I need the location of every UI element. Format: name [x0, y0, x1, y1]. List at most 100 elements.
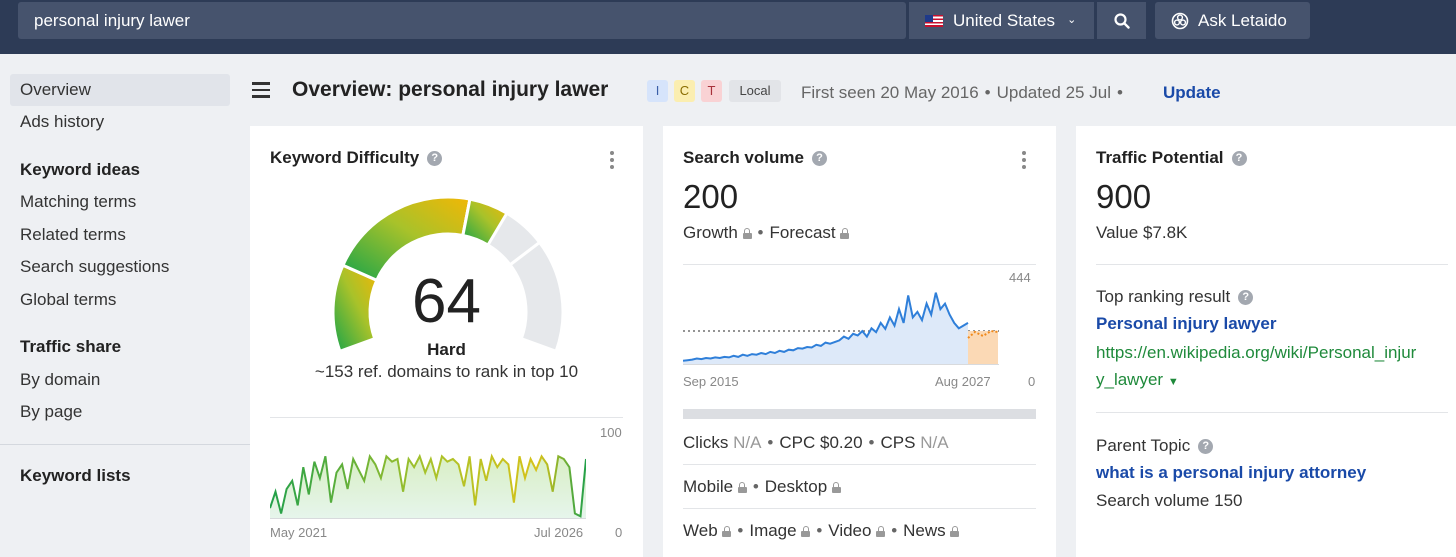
parent-topic-volume: Search volume 150	[1096, 491, 1243, 510]
sidebar-item-keyword-lists[interactable]: Keyword lists	[20, 466, 131, 485]
updated-date: Updated 25 Jul	[996, 83, 1111, 102]
sv-growth-forecast: Growth • Forecast	[683, 223, 850, 243]
help-icon[interactable]: ?	[1238, 289, 1254, 305]
clicks-value: N/A	[733, 433, 762, 452]
parent-topic-label-text: Parent Topic	[1096, 436, 1191, 455]
intent-badge-commercial: C	[674, 80, 695, 102]
sv-row-divider	[683, 508, 1036, 509]
country-select[interactable]: United States ⌄	[909, 2, 1094, 39]
sv-history-chart	[683, 292, 999, 364]
sidebar: Overview Ads history Keyword ideas Match…	[0, 54, 250, 557]
sidebar-divider	[0, 444, 250, 445]
kd-label: Hard	[427, 340, 466, 359]
sidebar-item-ads-history[interactable]: Ads history	[20, 112, 105, 131]
kd-chart-end: Jul 2026	[534, 525, 584, 540]
more-options-icon[interactable]	[610, 151, 614, 169]
lock-icon	[840, 228, 850, 239]
cps-value: N/A	[920, 433, 949, 452]
lock-icon	[831, 482, 841, 493]
sv-scrollbar[interactable]	[683, 409, 1036, 419]
sidebar-item-by-domain[interactable]: By domain	[20, 370, 101, 389]
intent-badge-transactional: T	[701, 80, 722, 102]
first-seen-date: First seen 20 May 2016	[801, 83, 979, 102]
kd-history-line	[270, 453, 586, 518]
traffic-potential-card: Traffic Potential ? 900 Value $7.8K Top …	[1076, 126, 1456, 557]
cpc-value: CPC $0.20	[779, 433, 863, 452]
kd-chart-baseline	[270, 518, 586, 519]
sv-history-area	[683, 292, 968, 364]
sv-chart-baseline	[683, 364, 999, 365]
tp-title: Traffic Potential ?	[1096, 148, 1247, 168]
parent-topic-link[interactable]: what is a personal injury attorney	[1096, 463, 1367, 482]
kd-chart-ymax: 100	[600, 425, 622, 440]
top-result-url-line1[interactable]: https://en.wikipedia.org/wiki/Personal_i…	[1096, 343, 1417, 362]
sv-title-text: Search volume	[683, 148, 804, 167]
parent-topic-label: Parent Topic ?	[1096, 436, 1214, 456]
page-title: Overview: personal injury lawer	[292, 78, 609, 101]
top-result-url-line2[interactable]: y_lawyer ▼	[1096, 370, 1179, 390]
sv-chart-end: Aug 2027	[935, 374, 991, 389]
keyword-difficulty-card: Keyword Difficulty ? 64 Hard ~153 ref. d…	[250, 126, 643, 557]
kd-chart-ymin: 0	[615, 525, 623, 540]
lock-icon	[737, 482, 747, 493]
us-flag-icon	[925, 14, 943, 27]
kd-title: Keyword Difficulty ?	[270, 148, 443, 168]
sv-clicks-row: Clicks N/A • CPC $0.20 • CPS N/A	[683, 433, 949, 452]
first-seen-text: First seen 20 May 2016 • Updated 25 Jul •	[801, 83, 1123, 102]
help-icon[interactable]: ?	[427, 150, 443, 166]
kd-chart-start: May 2021	[270, 525, 328, 540]
top-bar: personal injury lawer United States ⌄ As…	[0, 0, 1456, 54]
country-label: United States	[953, 11, 1056, 30]
help-icon[interactable]: ?	[1231, 150, 1247, 166]
kd-title-text: Keyword Difficulty	[270, 148, 420, 167]
top-result-title-link[interactable]: Personal injury lawyer	[1096, 314, 1277, 333]
caret-down-icon[interactable]: ▼	[1167, 376, 1179, 388]
search-icon	[1113, 12, 1130, 29]
top-result-label: Top ranking result ?	[1096, 287, 1254, 307]
sv-forecast-area	[968, 331, 998, 364]
tp-value: 900	[1096, 178, 1152, 215]
sv-history-line	[683, 292, 969, 362]
ask-ai-button[interactable]: Ask Letaido	[1155, 2, 1310, 39]
help-icon[interactable]: ?	[811, 150, 827, 166]
sidebar-item-search-suggestions[interactable]: Search suggestions	[20, 257, 170, 276]
kd-gauge	[331, 195, 565, 354]
kd-score: 64	[412, 267, 481, 336]
intent-badge-local: Local	[729, 80, 781, 102]
forecast-label: Forecast	[769, 223, 836, 242]
sv-chart-ymax: 444	[1009, 270, 1031, 285]
desktop-label: Desktop	[764, 477, 828, 496]
sidebar-item-matching-terms[interactable]: Matching terms	[20, 192, 137, 211]
sv-title: Search volume ?	[683, 148, 827, 168]
sv-row-divider	[683, 464, 1036, 465]
sv-chart-top-line	[683, 264, 1036, 265]
lock-icon	[950, 526, 960, 537]
sv-device-row: Mobile • Desktop	[683, 477, 841, 497]
sidebar-item-by-page[interactable]: By page	[20, 402, 83, 421]
sv-serp-type-row: Web • Image • Video • News	[683, 521, 960, 541]
sidebar-heading-keyword-ideas: Keyword ideas	[20, 160, 140, 179]
hamburger-menu-icon[interactable]	[252, 82, 270, 98]
gauge-segment	[508, 240, 565, 354]
search-volume-card: Search volume ? 200 Growth • Forecast 444…	[663, 126, 1056, 557]
help-icon[interactable]: ?	[1198, 438, 1214, 454]
more-options-icon[interactable]	[1022, 151, 1026, 169]
sidebar-item-overview[interactable]: Overview	[10, 74, 230, 106]
search-input[interactable]: personal injury lawer	[18, 2, 906, 39]
lock-icon	[801, 526, 811, 537]
image-label: Image	[749, 521, 797, 540]
sv-forecast-line	[967, 329, 999, 339]
update-link[interactable]: Update	[1163, 83, 1221, 102]
lock-icon	[722, 526, 732, 537]
kd-history-chart	[270, 453, 586, 519]
kd-history-area	[270, 456, 586, 519]
search-button[interactable]	[1097, 2, 1146, 39]
web-label: Web	[683, 521, 718, 540]
kd-chart-top-line	[270, 417, 623, 418]
sidebar-item-related-terms[interactable]: Related terms	[20, 225, 126, 244]
sidebar-item-global-terms[interactable]: Global terms	[20, 290, 117, 309]
sv-value: 200	[683, 178, 739, 215]
intent-badge-informational: I	[647, 80, 668, 102]
mobile-label: Mobile	[683, 477, 734, 496]
growth-label: Growth	[683, 223, 738, 242]
